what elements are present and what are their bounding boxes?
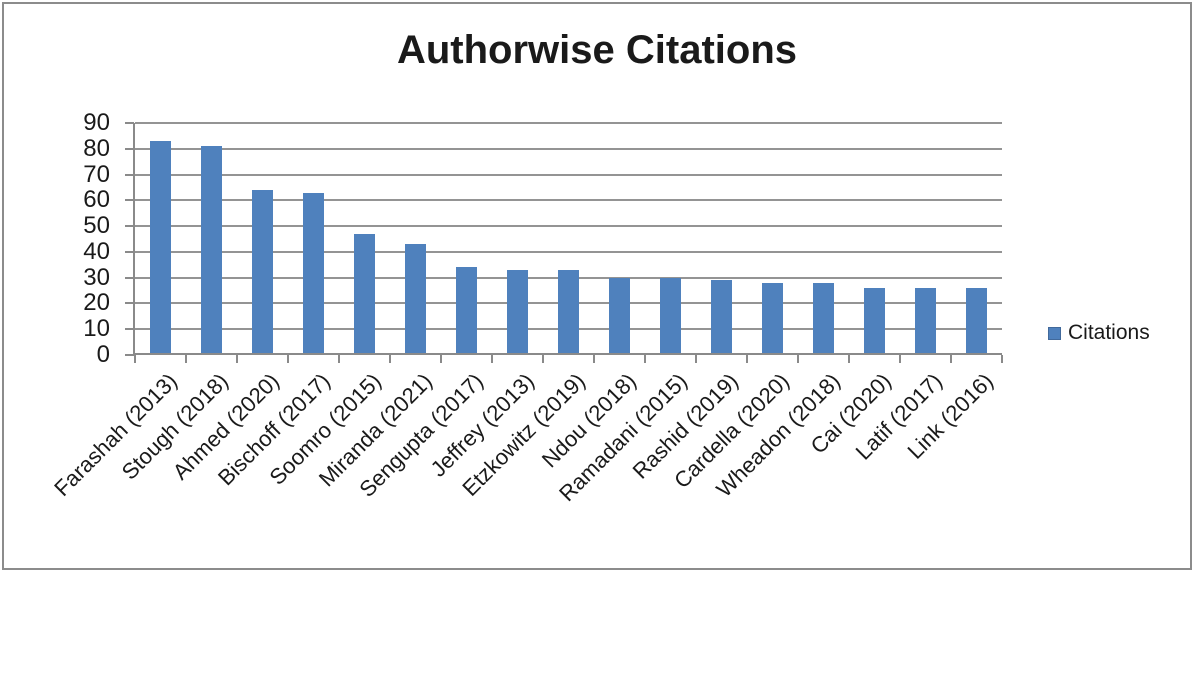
bar <box>507 269 528 355</box>
bar <box>354 233 375 355</box>
x-axis-tick <box>695 355 697 363</box>
y-axis-tick <box>125 276 134 279</box>
bar <box>813 282 834 355</box>
chart-canvas: Authorwise Citations 0 10 20 30 40 50 60 70 80 90… <box>2 2 1192 570</box>
y-axis-tick <box>125 250 134 253</box>
x-axis-tick <box>797 355 799 363</box>
bar <box>915 287 936 355</box>
y-axis-tick <box>125 199 134 202</box>
bar <box>609 277 630 355</box>
y-axis-line <box>133 123 135 355</box>
bar <box>303 192 324 355</box>
chart-title: Authorwise Citations <box>396 28 798 72</box>
y-axis-tick <box>125 147 134 150</box>
y-axis-tick-label: 50 <box>83 212 110 240</box>
x-axis-tick <box>899 355 901 363</box>
x-axis-tick <box>950 355 952 363</box>
y-axis-tick <box>125 173 134 176</box>
y-axis-tick-label: 70 <box>83 160 110 188</box>
x-axis-line <box>133 353 1002 355</box>
x-axis-tick <box>338 355 340 363</box>
y-axis-tick-label: 30 <box>83 263 110 291</box>
gridline <box>135 199 1002 202</box>
bar <box>864 287 885 355</box>
gridline <box>135 250 1002 253</box>
y-axis-tick-label: 40 <box>83 237 110 265</box>
y-axis-tick-label: 80 <box>83 134 110 162</box>
plot-area: 0 10 20 30 40 50 60 70 80 90 <box>83 110 1003 368</box>
x-axis-tick <box>236 355 238 363</box>
x-axis-tick <box>1001 355 1003 363</box>
gridline <box>135 173 1002 176</box>
x-axis-tick <box>134 355 136 363</box>
y-axis-tick-label: 90 <box>83 109 110 136</box>
gridline <box>135 147 1002 150</box>
y-axis-tick <box>125 225 134 228</box>
x-axis-tick <box>185 355 187 363</box>
gridline <box>135 122 1002 124</box>
y-axis-tick <box>125 328 134 331</box>
x-axis-tick <box>593 355 595 363</box>
bar <box>711 280 732 355</box>
bar <box>150 141 171 355</box>
gridline <box>135 225 1002 228</box>
bar <box>405 244 426 355</box>
x-axis-tick <box>491 355 493 363</box>
bar <box>762 282 783 355</box>
bar <box>966 287 987 355</box>
bar <box>201 146 222 355</box>
y-axis-tick-label: 20 <box>83 289 110 317</box>
x-axis-tick <box>287 355 289 363</box>
bar <box>456 267 477 355</box>
x-axis-tick <box>440 355 442 363</box>
bar <box>660 277 681 355</box>
bar <box>558 269 579 355</box>
x-axis-tick <box>542 355 544 363</box>
legend: Citations <box>1048 321 1150 345</box>
y-axis-tick <box>125 122 134 124</box>
x-axis-tick <box>644 355 646 363</box>
x-axis-tick <box>389 355 391 363</box>
legend-swatch-icon <box>1048 326 1061 340</box>
y-axis-tick-label: 10 <box>83 315 110 343</box>
y-axis-tick-label: 0 <box>96 341 110 368</box>
x-axis-tick <box>848 355 850 363</box>
x-axis-tick <box>746 355 748 363</box>
bar <box>252 190 273 355</box>
legend-label: Citations <box>1068 321 1150 344</box>
y-axis-tick-label: 60 <box>83 186 110 214</box>
y-axis-tick <box>125 354 134 356</box>
y-axis-tick <box>125 302 134 305</box>
